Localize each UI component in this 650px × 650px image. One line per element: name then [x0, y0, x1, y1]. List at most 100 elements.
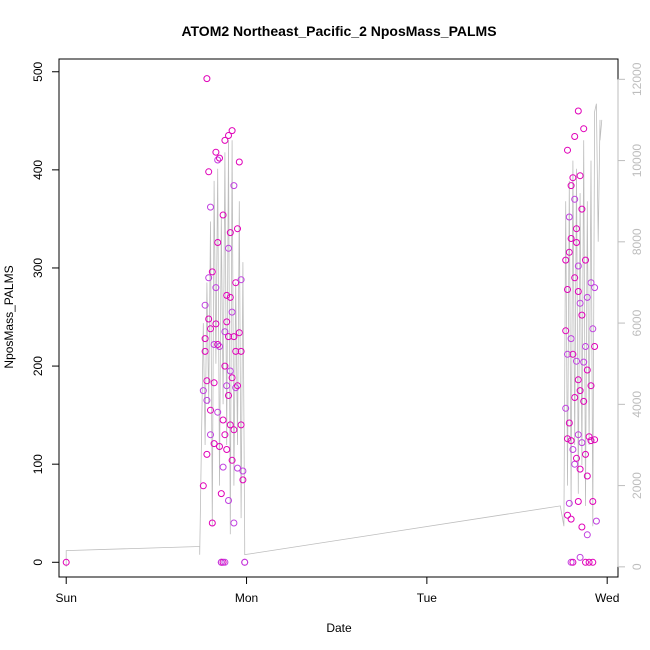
data-point: [591, 284, 599, 292]
x-tick-label: Sun: [56, 591, 77, 605]
data-point: [573, 239, 580, 246]
data-point: [235, 329, 243, 337]
data-point: [587, 437, 595, 445]
data-point: [591, 436, 599, 444]
data-point: [574, 376, 582, 384]
data-point: [223, 318, 231, 326]
x-tick-label: Wed: [595, 591, 619, 605]
data-point: [225, 244, 232, 252]
data-point: [582, 343, 589, 350]
data-point: [219, 211, 227, 219]
data-point: [235, 158, 243, 166]
y2-tick-label: 8000: [630, 228, 644, 255]
data-point: [565, 419, 573, 427]
data-point: [571, 274, 579, 282]
data-point: [591, 343, 599, 350]
y2-tick-label: 0: [630, 563, 644, 570]
data-point: [225, 333, 232, 341]
data-point: [580, 125, 588, 133]
y-tick-label: 0: [31, 559, 45, 566]
data-point: [578, 205, 586, 213]
y2-tick-label: 10000: [630, 144, 644, 178]
data-point: [562, 256, 570, 264]
data-point: [212, 320, 220, 328]
data-point: [564, 350, 571, 358]
data-point: [216, 154, 223, 162]
data-point: [567, 335, 575, 343]
data-point: [567, 515, 575, 523]
data-point: [201, 301, 209, 309]
data-point: [237, 421, 245, 429]
data-point: [578, 311, 586, 319]
data-point: [232, 347, 240, 355]
data-point: [219, 463, 227, 471]
data-point: [564, 146, 571, 154]
data-point: [216, 343, 223, 350]
data-point: [226, 421, 234, 429]
data-point: [230, 182, 238, 190]
data-point: [205, 274, 213, 282]
data-point: [576, 553, 584, 561]
data-point: [239, 476, 247, 484]
data-point: [234, 225, 241, 233]
x-tick-label: Tue: [417, 591, 438, 605]
data-point: [230, 519, 238, 527]
y2-tick-label: 4000: [630, 391, 644, 418]
data-point: [237, 276, 245, 284]
data-point: [583, 531, 591, 539]
data-point: [225, 392, 232, 399]
x-axis-label: Date: [326, 621, 352, 635]
data-point: [223, 382, 231, 390]
x-tick-label: Mon: [235, 591, 258, 605]
data-point: [574, 107, 582, 115]
data-point: [589, 558, 597, 566]
data-point: [569, 350, 577, 358]
data-point: [585, 558, 593, 566]
data-point: [225, 497, 232, 504]
data-point: [567, 235, 575, 242]
data-point: [576, 387, 584, 395]
data-point: [230, 333, 238, 341]
data-point: [214, 341, 222, 348]
data-point: [583, 472, 591, 480]
x-axis: Sun Mon Tue Wed: [56, 576, 619, 605]
data-point: [573, 357, 580, 365]
data-point: [569, 446, 577, 453]
data-point: [207, 203, 214, 211]
y-axis-label: NposMass_PALMS: [2, 265, 16, 368]
data-point: [221, 431, 229, 439]
data-point: [228, 308, 236, 316]
data-point: [228, 374, 236, 382]
y-tick-label: 100: [31, 454, 45, 474]
data-point: [571, 460, 579, 468]
data-point: [565, 499, 573, 507]
data-point: [203, 75, 211, 83]
data-point: [221, 328, 229, 336]
data-point: [589, 325, 597, 333]
data-point: [567, 437, 575, 445]
data-point: [230, 426, 238, 434]
data-point: [587, 382, 595, 390]
data-point: [571, 394, 579, 401]
data-point: [221, 558, 229, 566]
data-point: [214, 239, 222, 246]
data-point: [580, 397, 588, 405]
data-point: [221, 362, 229, 370]
data-point: [565, 213, 573, 221]
chart-title: ATOM2 Northeast_Pacific_2 NposMass_PALMS: [181, 23, 496, 39]
data-point: [574, 431, 582, 439]
secondary-series-line: [65, 103, 603, 567]
data-point: [62, 558, 70, 566]
data-point: [576, 465, 584, 473]
y-axis-left: 0 100 200 300 400 500: [31, 61, 60, 566]
data-point: [232, 279, 240, 287]
data-point: [207, 406, 214, 414]
y2-tick-label: 2000: [630, 472, 644, 499]
data-point: [203, 450, 211, 458]
data-point: [573, 454, 580, 462]
data-point: [562, 404, 570, 412]
data-point: [582, 558, 589, 566]
data-point: [234, 464, 241, 472]
data-point: [221, 136, 229, 144]
